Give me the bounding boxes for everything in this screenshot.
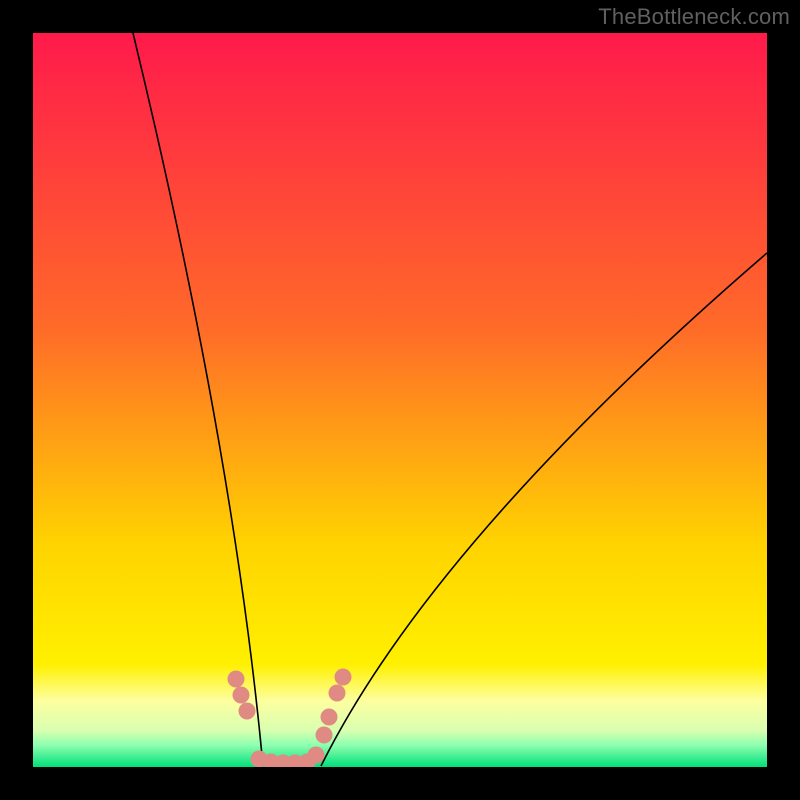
marker-dot [308,747,325,764]
marker-dot [228,671,245,688]
marker-dot [316,727,333,744]
curve-layer [33,33,767,767]
marker-dot [239,703,256,720]
marker-dot [335,669,352,686]
chart-frame: TheBottleneck.com [0,0,800,800]
marker-group [228,669,352,768]
marker-dot [321,709,338,726]
marker-dot [233,687,250,704]
marker-dot [329,685,346,702]
plot-area [33,33,767,767]
right-curve [321,253,767,766]
watermark-text: TheBottleneck.com [598,4,790,30]
left-curve [133,33,263,766]
